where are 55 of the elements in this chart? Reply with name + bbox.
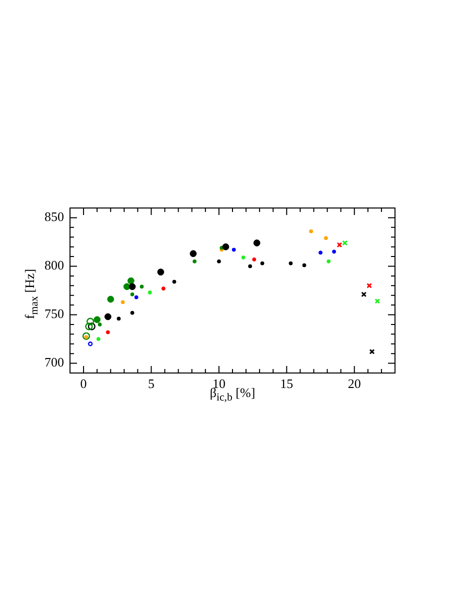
- point: [326, 259, 331, 264]
- y-tick-label: 700: [44, 354, 64, 370]
- x-tick-label: 5: [148, 376, 154, 392]
- y-tick-label: 750: [44, 306, 64, 322]
- point: [148, 290, 152, 294]
- point: [107, 296, 114, 303]
- point: [342, 240, 348, 246]
- point: [216, 259, 221, 264]
- point: [190, 250, 197, 258]
- point: [172, 280, 176, 284]
- point: [232, 248, 236, 252]
- point: [134, 295, 138, 300]
- x-tick-label: 0: [80, 376, 87, 392]
- point: [336, 242, 342, 248]
- point: [140, 284, 144, 289]
- point: [130, 310, 134, 315]
- y-tick-label: 850: [44, 209, 64, 224]
- point: [116, 316, 121, 321]
- point: [260, 261, 264, 266]
- point: [123, 283, 130, 290]
- point: [332, 250, 336, 254]
- point: [241, 256, 246, 260]
- point: [192, 259, 197, 264]
- point: [98, 322, 102, 326]
- point: [318, 250, 323, 255]
- point: [88, 342, 93, 346]
- point: [161, 286, 166, 291]
- point: [309, 229, 314, 234]
- point: [369, 348, 375, 354]
- point: [361, 292, 367, 298]
- point: [366, 282, 372, 288]
- y-tick-label: 800: [44, 258, 64, 273]
- point: [252, 257, 256, 262]
- point: [157, 268, 164, 276]
- point: [85, 322, 93, 330]
- point: [288, 261, 293, 266]
- point: [374, 298, 380, 304]
- point: [130, 292, 134, 296]
- point: [106, 330, 110, 334]
- x-tick-label: 15: [280, 376, 294, 392]
- point: [86, 318, 94, 326]
- point: [324, 236, 328, 240]
- point: [82, 332, 90, 340]
- point: [302, 263, 306, 268]
- x-tick-label: 20: [348, 376, 361, 392]
- point: [127, 277, 134, 284]
- point: [222, 243, 230, 250]
- point: [248, 264, 252, 268]
- point: [88, 322, 96, 330]
- point: [253, 239, 260, 246]
- point: [128, 283, 136, 290]
- point: [94, 316, 101, 324]
- point: [96, 337, 100, 342]
- point: [104, 313, 112, 320]
- point: [120, 300, 125, 304]
